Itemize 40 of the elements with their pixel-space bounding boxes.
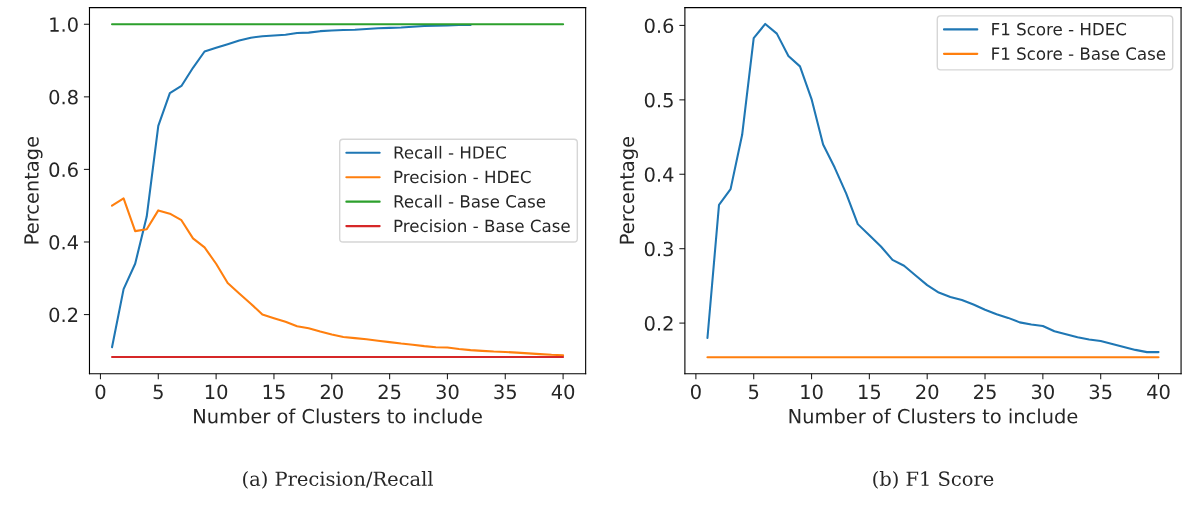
x-tick-label: 5 xyxy=(153,384,163,400)
text: (a) Precision/Recall xyxy=(243,471,433,489)
x-tick-label: 35 xyxy=(494,384,516,400)
y-tick-label: 1.0 xyxy=(50,17,78,32)
x-tick-label: 20 xyxy=(320,384,343,400)
x-tick-label: 30 xyxy=(1031,384,1054,400)
x-tick-label: 25 xyxy=(378,384,401,400)
x-tick-label: 20 xyxy=(916,384,939,400)
x-tick-label: 0 xyxy=(95,384,106,400)
y-axis-title: Percentage xyxy=(24,136,43,244)
y-tick-label: 0.2 xyxy=(644,316,673,331)
x-tick-label: 25 xyxy=(974,384,996,400)
y-tick-label: 0.6 xyxy=(49,162,78,178)
x-tick-label: 10 xyxy=(801,384,823,400)
x-tick-label: 40 xyxy=(1147,384,1170,400)
y-tick-label: 0.8 xyxy=(49,89,78,105)
y-tick-label: 0.4 xyxy=(49,234,78,250)
x-tick-label: 35 xyxy=(1089,384,1112,400)
x-tick-label: 30 xyxy=(436,384,459,400)
legend-label: Recall - Base Case xyxy=(394,194,546,208)
x-axis-title: Number of Clusters to include xyxy=(194,408,482,424)
legend-label: F1 Score - Base Case xyxy=(992,47,1166,60)
legend-label: F1 Score - HDEC xyxy=(992,22,1127,36)
y-axis-title: Percentage xyxy=(619,136,638,244)
x-tick-label: 5 xyxy=(749,384,759,400)
x-tick-label: 0 xyxy=(690,384,701,400)
x-tick-label: 15 xyxy=(263,384,285,400)
y-tick-label: 0.6 xyxy=(644,18,674,34)
y-tick-label: 0.3 xyxy=(644,241,673,257)
y-tick-label: 0.2 xyxy=(49,307,78,323)
legend-label: Precision - HDEC xyxy=(394,170,531,184)
legend-label: Precision - Base Case xyxy=(394,219,570,233)
y-tick-label: 0.4 xyxy=(644,167,674,182)
x-tick-label: 40 xyxy=(551,384,575,400)
legend-label: Recall - HDEC xyxy=(394,145,506,159)
x-axis-title: Number of Clusters to include xyxy=(789,408,1078,424)
x-tick-label: 15 xyxy=(859,384,881,400)
x-tick-label: 10 xyxy=(205,384,228,400)
text: (b) F1 Score xyxy=(873,471,994,489)
y-tick-label: 0.5 xyxy=(644,92,673,108)
